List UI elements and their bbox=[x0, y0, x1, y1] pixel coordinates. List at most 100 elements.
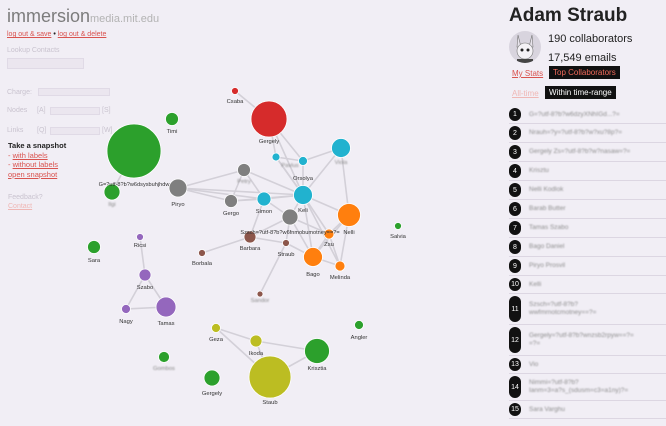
graph-node-csaba[interactable] bbox=[231, 87, 239, 95]
charge-slider[interactable] bbox=[38, 88, 110, 96]
collaborator-row[interactable]: 1 G=?utf-8?b?w6dzyXNhIGd...?= bbox=[509, 106, 666, 124]
graph-node-label: Krisztia bbox=[307, 366, 327, 372]
graph-nodes[interactable]: Csaba Gergely Timi G=?utf-8?b?w6dsysbuhjhdw… bbox=[87, 87, 407, 407]
links-decrease-key[interactable]: [Q] bbox=[37, 127, 47, 134]
app-logo: immersionmedia.mit.edu bbox=[7, 6, 160, 26]
nodes-decrease-key[interactable]: [A] bbox=[37, 107, 46, 114]
collaborator-row[interactable]: 4 Krisztu bbox=[509, 162, 666, 181]
graph-node-petry[interactable] bbox=[237, 163, 251, 177]
graph-node-gergo[interactable] bbox=[224, 194, 238, 208]
graph-link bbox=[215, 327, 257, 342]
graph-node-pavlus[interactable] bbox=[271, 152, 281, 162]
graph-node-label: Szsch=?utf-8?b?w6fnmobumotney==?= bbox=[240, 230, 339, 236]
rank-badge: 9 bbox=[509, 259, 521, 273]
network-graph[interactable]: Csaba Gergely Timi G=?utf-8?b?w6dsysbuhjhdw… bbox=[0, 0, 500, 426]
graph-node-tamas[interactable] bbox=[155, 296, 177, 318]
graph-node-label: Keli bbox=[298, 208, 308, 214]
graph-node-orsolya[interactable] bbox=[298, 156, 308, 166]
graph-node-label: Ilgi bbox=[108, 202, 115, 208]
graph-link bbox=[328, 233, 341, 267]
tab-my-stats[interactable]: My Stats bbox=[512, 69, 544, 78]
tab-all-time[interactable]: All-time bbox=[512, 89, 539, 98]
tab-within-time-range[interactable]: Within time-range bbox=[545, 86, 616, 99]
graph-node-ricsi[interactable] bbox=[136, 233, 144, 241]
logout-delete-link[interactable]: log out & delete bbox=[57, 31, 107, 38]
collaborator-name: Nrauh=?y=?utf-8?b?w?xu?8p?= bbox=[529, 129, 623, 136]
graph-link bbox=[243, 169, 304, 196]
graph-node-nagy[interactable] bbox=[121, 304, 131, 314]
collaborator-row[interactable]: 7 Tamas Szabo bbox=[509, 219, 666, 238]
graph-node-label: Gergo bbox=[223, 211, 239, 217]
graph-node-borbala[interactable] bbox=[198, 249, 206, 257]
graph-link bbox=[201, 236, 251, 254]
graph-node-angler[interactable] bbox=[354, 320, 364, 330]
collaborator-row[interactable]: 8 Bago Daniel bbox=[509, 238, 666, 257]
links-increase-key[interactable]: [W] bbox=[102, 127, 113, 134]
collaborator-row[interactable]: 15 Sara Varghu bbox=[509, 401, 666, 419]
graph-link bbox=[177, 187, 304, 196]
graph-node-label: Simon bbox=[256, 209, 272, 215]
graph-link bbox=[177, 169, 245, 189]
graph-node-ikoda[interactable] bbox=[249, 334, 263, 348]
graph-node-label: Piryo bbox=[171, 202, 184, 208]
graph-node-label: Sandor bbox=[251, 298, 270, 304]
logout-save-link[interactable]: log out & save bbox=[7, 31, 52, 38]
tab-top-collaborators[interactable]: Top Collaborators bbox=[549, 66, 620, 79]
graph-node-staub[interactable] bbox=[248, 355, 292, 399]
graph-node-simon[interactable] bbox=[256, 191, 272, 207]
collaborator-row[interactable]: 10 Kelli bbox=[509, 276, 666, 294]
charge-label: Charge: bbox=[7, 89, 32, 96]
graph-node-barbara[interactable] bbox=[243, 230, 257, 244]
lookup-input[interactable] bbox=[7, 58, 84, 69]
graph-node-sara[interactable] bbox=[87, 240, 101, 254]
collaborator-name: Krisztu bbox=[529, 167, 549, 174]
collaborator-row[interactable]: 3 Gergely Zs=?utf-8?b?w?nasaw=?= bbox=[509, 143, 666, 162]
graph-node-g_big[interactable] bbox=[106, 123, 162, 179]
graph-node-nelli[interactable] bbox=[337, 203, 361, 227]
graph-node-gombos[interactable] bbox=[158, 351, 170, 363]
links-slider[interactable] bbox=[50, 127, 100, 135]
rank-badge: 13 bbox=[509, 358, 521, 371]
graph-node-straub[interactable] bbox=[282, 239, 290, 247]
graph-node-krisztia[interactable] bbox=[304, 338, 330, 364]
collaborator-name: Gergely=?utf-8?b?wnzsb2rpyw==?= =?= bbox=[529, 332, 634, 347]
graph-node-timi[interactable] bbox=[165, 112, 179, 126]
collaborator-row[interactable]: 12 Gergely=?utf-8?b?wnzsb2rpyw==?= =?= bbox=[509, 325, 666, 356]
user-name: Adam Straub bbox=[509, 5, 628, 26]
graph-node-label: Angler bbox=[351, 335, 368, 341]
rank-badge: 15 bbox=[509, 403, 521, 416]
collaborator-row[interactable]: 14 Nimmi=?utf-8?b? Ianm=3=a?s_(sdusm=c3=a… bbox=[509, 374, 666, 401]
collaborator-row[interactable]: 9 Piryo Prosvil bbox=[509, 257, 666, 276]
snapshot-with-labels-link[interactable]: with labels bbox=[12, 150, 48, 160]
emails-count: 17,549 emails bbox=[548, 52, 617, 64]
collaborator-row[interactable]: 11 Szsch=?utf-8?b? wwfmrnotcmotney==?= bbox=[509, 294, 666, 325]
graph-node-geza[interactable] bbox=[211, 323, 221, 333]
graph-node-piryo[interactable] bbox=[168, 178, 188, 198]
open-snapshot-link[interactable]: open snapshot bbox=[8, 169, 58, 179]
graph-node-label: Gombos bbox=[153, 366, 175, 372]
graph-node-salvia[interactable] bbox=[394, 222, 402, 230]
collaborator-name: Sara Varghu bbox=[529, 405, 566, 413]
snapshot-without-labels-link[interactable]: without labels bbox=[12, 160, 59, 170]
graph-node-szsch[interactable] bbox=[281, 208, 299, 226]
graph-node-label: Sara bbox=[88, 258, 101, 264]
collaborator-name: Tamas Szabo bbox=[529, 224, 569, 231]
graph-node-sandor[interactable] bbox=[256, 290, 264, 298]
collaborator-row[interactable]: 5 Nelli Kodlok bbox=[509, 181, 666, 200]
graph-node-keli[interactable] bbox=[293, 185, 313, 205]
graph-node-gergely2[interactable] bbox=[203, 369, 221, 387]
nodes-increase-key[interactable]: [S] bbox=[102, 107, 111, 114]
graph-node-ligi[interactable] bbox=[103, 183, 121, 201]
graph-node-bago[interactable] bbox=[303, 247, 323, 267]
graph-node-viola[interactable] bbox=[331, 138, 351, 158]
graph-node-gergely1[interactable] bbox=[250, 100, 288, 138]
nodes-slider[interactable] bbox=[50, 107, 100, 115]
graph-node-melinda[interactable] bbox=[334, 260, 346, 272]
graph-node-zsu[interactable] bbox=[323, 228, 335, 240]
contact-link[interactable]: Contact bbox=[8, 203, 33, 210]
rank-badge: 5 bbox=[509, 183, 521, 197]
collaborator-row[interactable]: 2 Nrauh=?y=?utf-8?b?w?xu?8p?= bbox=[509, 124, 666, 143]
collaborator-row[interactable]: 13 Vio bbox=[509, 356, 666, 374]
collaborator-row[interactable]: 6 Barab Butter bbox=[509, 200, 666, 219]
graph-node-szabo[interactable] bbox=[138, 268, 152, 282]
